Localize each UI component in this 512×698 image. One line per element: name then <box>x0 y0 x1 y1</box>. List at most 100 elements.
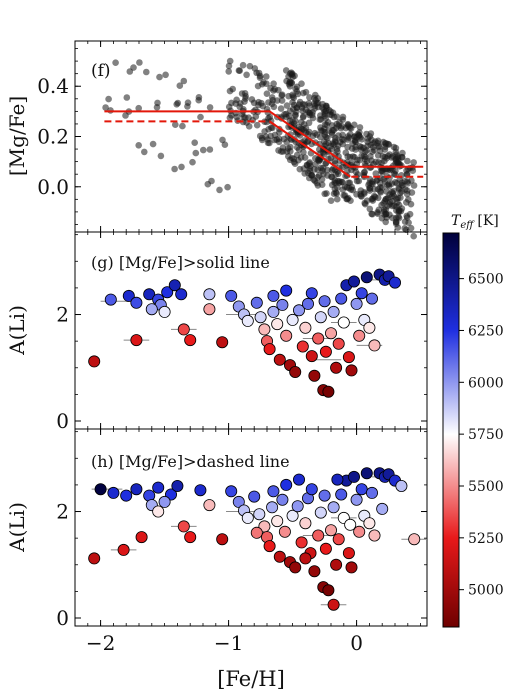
scatter-point <box>304 169 312 177</box>
y-tick-label: 2 <box>56 303 69 327</box>
star-point <box>225 289 238 302</box>
scatter-point <box>298 80 305 87</box>
scatter-point <box>368 210 375 218</box>
y-axis-label: A(Li) <box>5 305 29 356</box>
star-point <box>342 547 355 560</box>
star-point <box>203 303 216 316</box>
scatter-point <box>233 96 240 104</box>
star-point <box>158 495 171 508</box>
star-point <box>120 489 133 502</box>
scatter-point <box>306 109 313 116</box>
scatter-point <box>302 88 310 96</box>
scatter-point <box>393 195 400 203</box>
scatter-point <box>306 174 313 182</box>
panel-frame <box>74 428 428 627</box>
colorbar-title-subscript: eff <box>460 220 475 231</box>
star-point <box>342 351 355 364</box>
star-point <box>286 313 299 326</box>
star-point <box>308 565 321 578</box>
scatter-point <box>136 59 143 66</box>
scatter-point <box>200 146 207 154</box>
x-axis-label: [Fe/H] <box>217 667 285 691</box>
scatter-point <box>266 139 273 147</box>
scatter-point <box>271 136 278 144</box>
panel-ali-dashed: −2 −1 0 0 2 (h) [Mg/Fe]>dashed line A(Li) [F… <box>5 428 428 691</box>
star-point <box>254 311 267 324</box>
scatter-point <box>371 186 378 193</box>
star-point <box>135 531 148 544</box>
scatter-point <box>171 165 178 173</box>
scatter-point <box>314 174 322 181</box>
star-point <box>289 561 302 574</box>
colorbar-title-unit: [K] <box>477 213 498 229</box>
star-point <box>276 298 289 311</box>
scatter-point <box>382 196 390 203</box>
scatter-point <box>180 77 188 85</box>
scatter-point <box>149 140 157 148</box>
scatter-point <box>135 104 142 112</box>
scatter-point <box>392 218 400 226</box>
scatter-point <box>324 134 331 142</box>
scatter-point <box>135 142 142 149</box>
star-point <box>145 303 158 316</box>
star-point <box>130 296 143 309</box>
star-point <box>322 584 335 597</box>
star-point <box>360 271 373 284</box>
y-axis-label: A(Li) <box>5 502 29 553</box>
star-point <box>273 550 286 563</box>
scatter-point <box>410 182 418 189</box>
scatter-point <box>334 195 341 203</box>
scatter-point <box>221 141 229 148</box>
scatter-point <box>378 159 386 167</box>
colorbar-tick-label: 5750 <box>468 427 504 443</box>
star-point <box>117 543 130 556</box>
colorbar-tick-label: 5500 <box>468 479 504 495</box>
scatter-point <box>162 71 169 79</box>
scatter-point <box>286 117 294 125</box>
scatter-point <box>367 130 375 137</box>
scatter-point <box>265 126 272 133</box>
star-point <box>301 297 314 310</box>
star-point <box>267 289 280 302</box>
scatter-point <box>112 59 119 66</box>
scatter-point <box>197 113 204 121</box>
scatter-point <box>388 188 396 196</box>
star-point <box>184 531 197 544</box>
scatter-point <box>143 68 150 76</box>
star-point <box>232 495 245 508</box>
scatter-point <box>292 112 299 119</box>
star-point <box>299 552 312 565</box>
colorbar-gradient <box>442 232 460 628</box>
scatter-point <box>410 159 418 166</box>
y-axis-label: [Mg/Fe] <box>5 96 29 176</box>
star-point <box>203 288 216 301</box>
panel-label: (f) <box>91 61 111 81</box>
scatter-point <box>356 124 364 131</box>
star-point <box>168 279 181 292</box>
scatter-point <box>179 122 186 130</box>
colorbar-tick-label: 6500 <box>468 272 504 288</box>
scatter-point <box>337 124 345 132</box>
scatter-point <box>253 121 261 129</box>
star-point <box>194 484 207 497</box>
colorbar-title: Teff [K] <box>451 213 499 231</box>
scatter-point <box>256 132 264 140</box>
star-point <box>216 336 229 349</box>
scatter-point <box>376 188 384 195</box>
scatter-point <box>239 61 247 69</box>
star-point <box>345 561 358 574</box>
scatter-point <box>362 200 369 208</box>
scatter-point <box>225 103 233 111</box>
star-point <box>388 276 401 289</box>
axis-ticks: −2 −1 0 0 2 <box>56 429 427 655</box>
star-point <box>368 529 381 542</box>
star-point <box>177 323 190 336</box>
star-point <box>88 355 101 368</box>
scatter-point <box>289 99 296 106</box>
star-point <box>327 501 340 514</box>
scatter-point <box>311 129 319 137</box>
y-tick-label: 0 <box>56 606 69 630</box>
scatter-point <box>334 184 341 191</box>
scatter-point <box>312 91 319 99</box>
scatter-point <box>328 173 335 181</box>
